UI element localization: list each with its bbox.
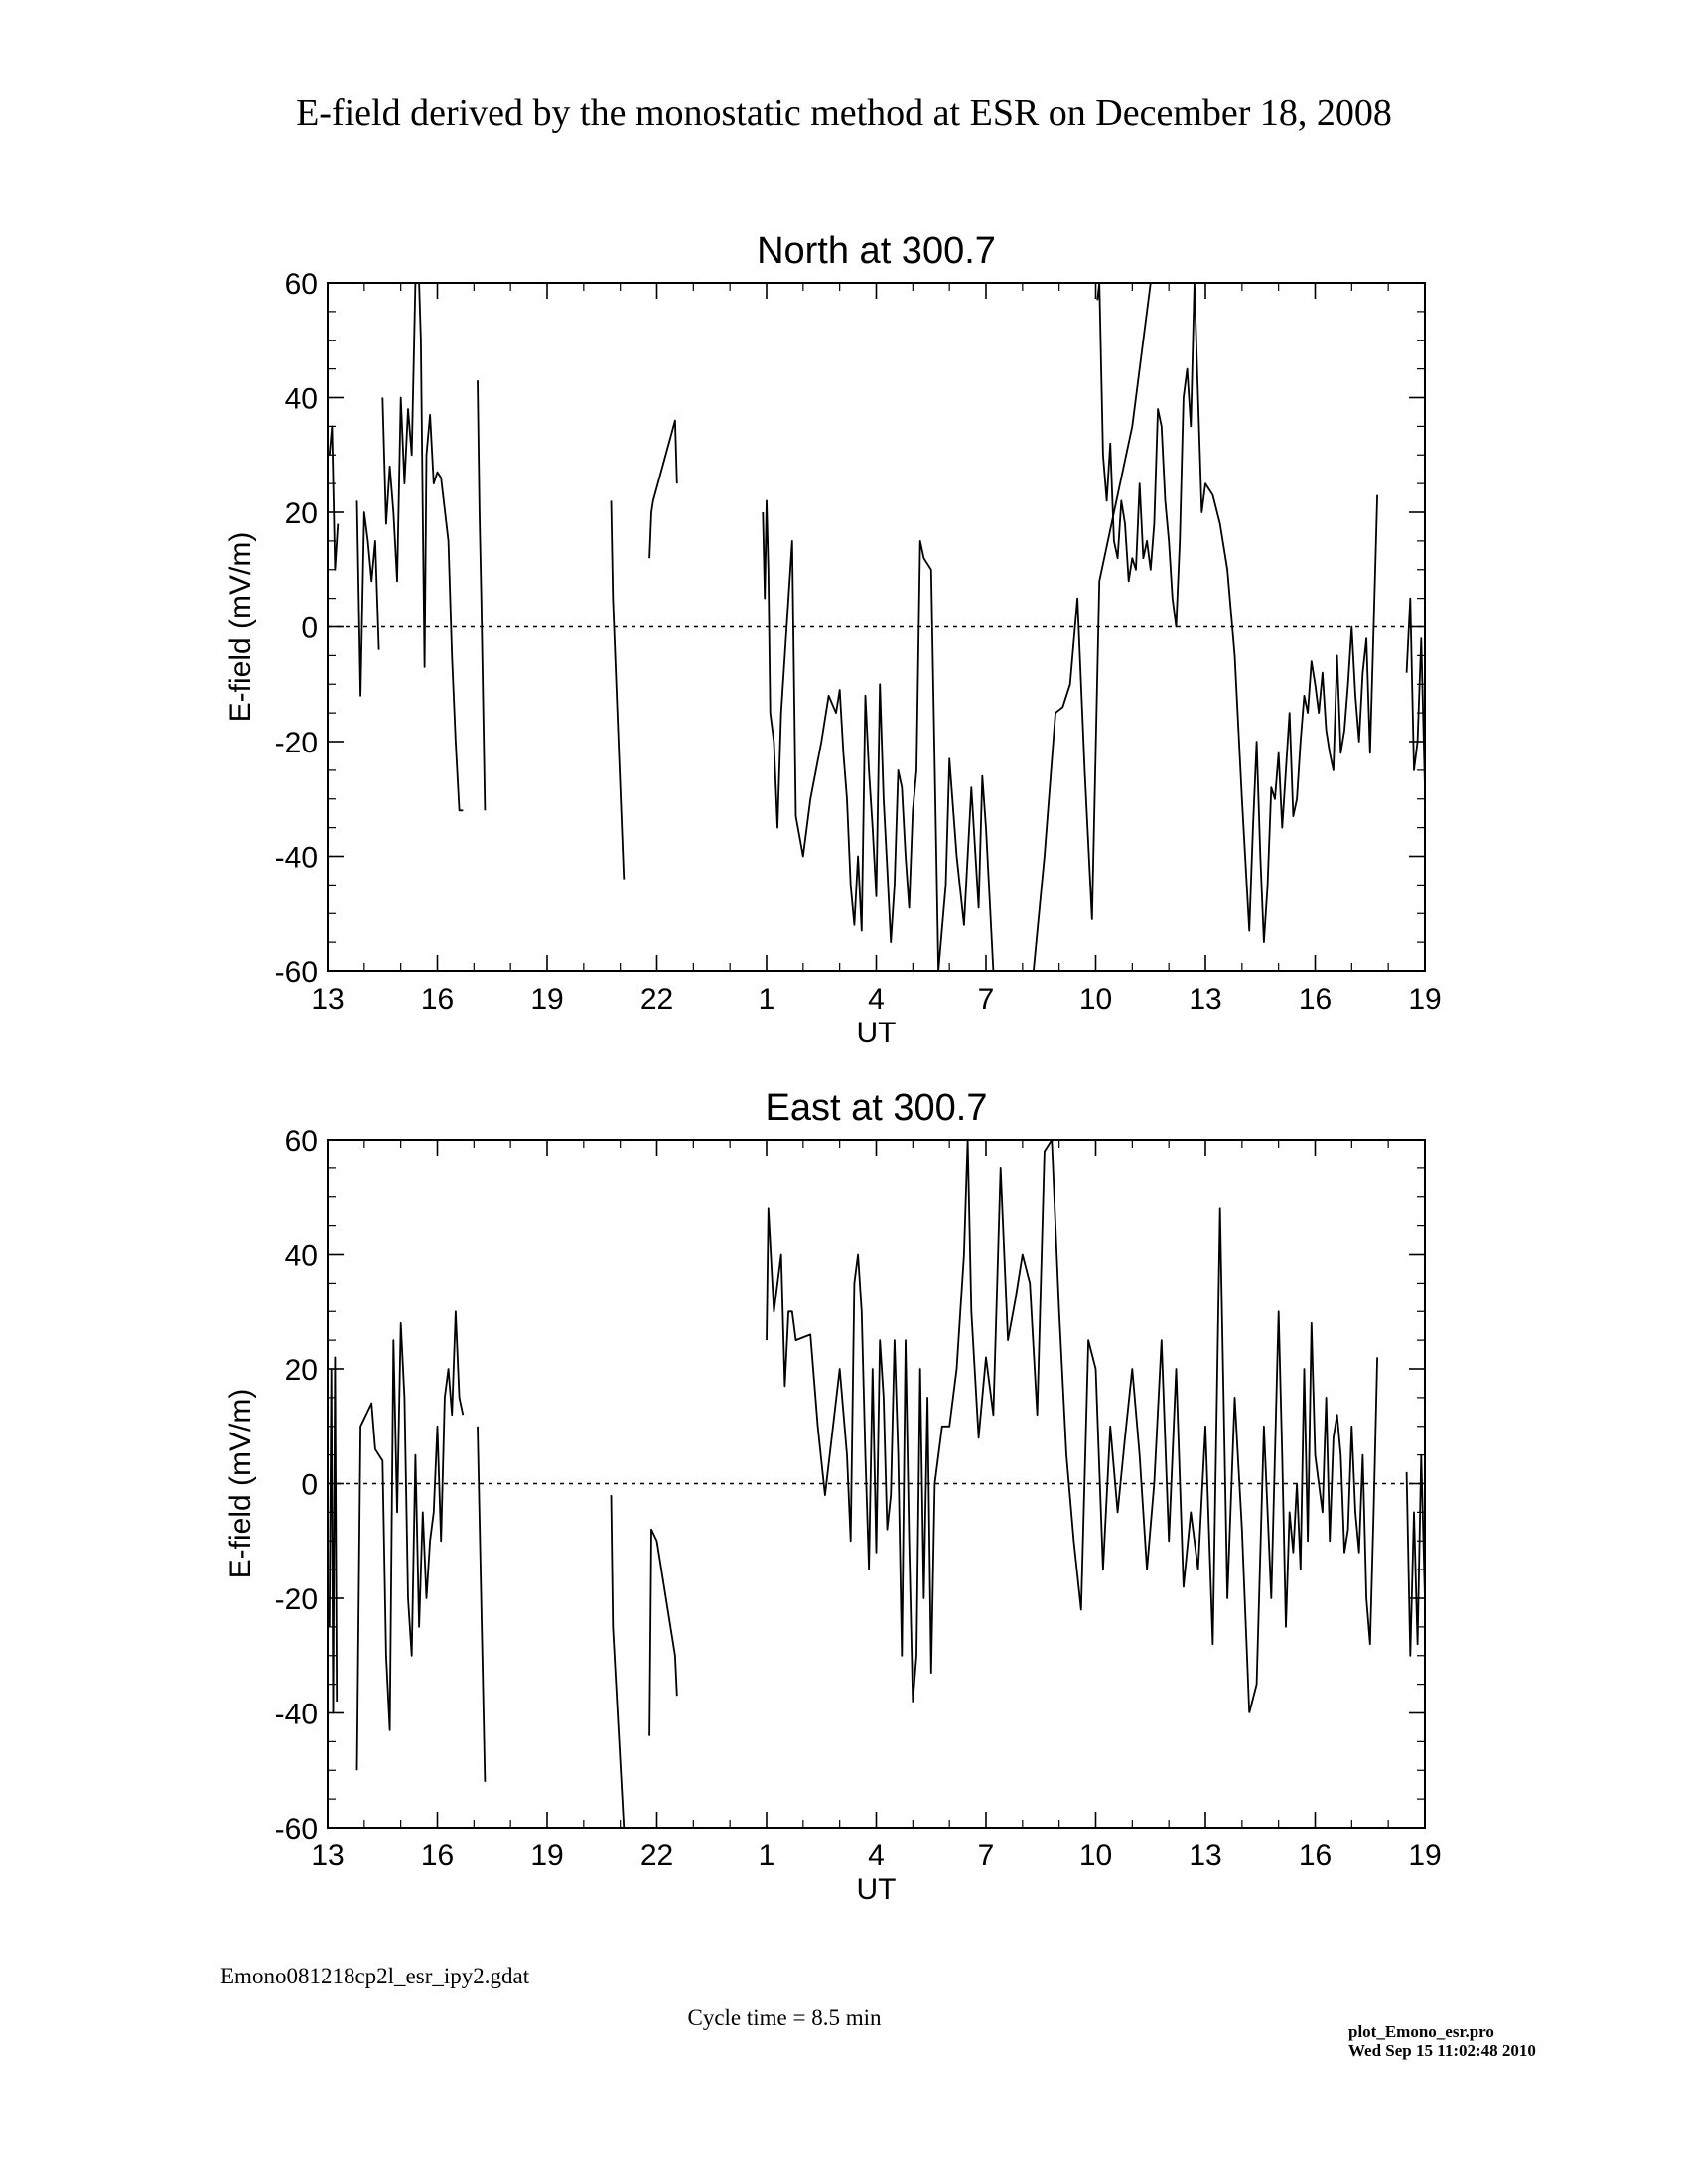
- north-y-tick-label: -20: [275, 727, 318, 759]
- north-x-tick-label: 4: [868, 983, 885, 1016]
- north-plot-frame: [327, 282, 1426, 972]
- east-x-tick-label: 16: [1299, 1840, 1332, 1872]
- east-efield-chart: East at 300.7 E-field (mV/m) UT 13 16 19 22 1 4 7…: [224, 1087, 1442, 1906]
- east-series-line-3: [477, 1426, 487, 1782]
- east-series-line-4: [610, 1495, 626, 1828]
- east-series-line-6: [766, 1140, 1251, 1713]
- north-x-tick-label: 1: [759, 983, 775, 1016]
- north-x-tick-label: 10: [1079, 983, 1112, 1016]
- east-series-line-2: [355, 1310, 465, 1771]
- east-y-tick-label: 20: [285, 1354, 318, 1387]
- north-efield-chart: North at 300.7 E-field (mV/m) UT 13 16 19 22 1 4…: [224, 230, 1442, 1049]
- east-y-tick-label: -20: [275, 1583, 318, 1616]
- east-x-tick-label: 22: [640, 1840, 673, 1872]
- north-series-line-3: [381, 283, 464, 812]
- north-series-line-5: [610, 500, 626, 880]
- timestamp-label: Wed Sep 15 11:02:48 2010: [1348, 2041, 1536, 2060]
- east-series-group: [328, 1140, 1425, 1828]
- east-x-tick-label: 19: [1408, 1840, 1441, 1872]
- east-series-line-5: [648, 1528, 678, 1736]
- east-chart-title: East at 300.7: [766, 1087, 988, 1129]
- north-x-tick-label: 16: [421, 983, 454, 1016]
- north-y-tick-label: 20: [285, 497, 318, 530]
- east-y-tick-label: 40: [285, 1240, 318, 1273]
- north-x-tick-label: 13: [1189, 983, 1221, 1016]
- north-series-line-6: [648, 419, 678, 559]
- north-series-line-2: [355, 500, 380, 697]
- north-chart-title: North at 300.7: [757, 230, 996, 272]
- east-series-line-7: [1248, 1310, 1378, 1713]
- east-x-tick-label: 10: [1079, 1840, 1112, 1872]
- north-series-line-4: [477, 380, 487, 811]
- east-x-tick-label: 13: [1189, 1840, 1221, 1872]
- north-y-axis-label: E-field (mV/m): [224, 532, 257, 723]
- north-series-line-9: [1405, 597, 1425, 788]
- north-x-tick-label: 13: [311, 983, 344, 1016]
- program-name-label: plot_Emono_esr.pro: [1348, 2022, 1494, 2041]
- north-x-tick-label: 16: [1299, 983, 1332, 1016]
- north-x-tick-label: 19: [1408, 983, 1441, 1016]
- east-y-tick-label: 60: [285, 1125, 318, 1158]
- east-y-axis-label: E-field (mV/m): [224, 1389, 257, 1579]
- east-y-tick-label: -60: [275, 1813, 318, 1845]
- north-x-tick-label: 22: [640, 983, 673, 1016]
- north-y-tick-label: 60: [285, 268, 318, 301]
- east-x-tick-label: 13: [311, 1840, 344, 1872]
- north-y-tick-label: 40: [285, 383, 318, 416]
- page-title: E-field derived by the monostatic method…: [296, 92, 1392, 134]
- east-plot-frame: [327, 1139, 1426, 1829]
- cycle-time-label: Cycle time = 8.5 min: [687, 2005, 882, 2030]
- east-series-line-8: [1405, 1453, 1425, 1657]
- east-y-tick-label: -40: [275, 1699, 318, 1731]
- east-x-tick-label: 1: [759, 1840, 775, 1872]
- east-y-tick-label: 0: [301, 1469, 318, 1502]
- east-x-tick-label: 4: [868, 1840, 885, 1872]
- north-y-tick-label: 0: [301, 613, 318, 645]
- east-x-tick-label: 19: [530, 1840, 563, 1872]
- north-x-axis-label: UT: [857, 1017, 897, 1049]
- north-x-tick-label: 7: [978, 983, 995, 1016]
- north-y-tick-label: -40: [275, 842, 318, 875]
- north-x-tick-label: 19: [530, 983, 563, 1016]
- north-series-line-1: [328, 425, 340, 571]
- data-file-label: Emono081218cp2l_esr_ipy2.gdat: [220, 1964, 530, 1988]
- north-series-line-7: [762, 283, 1152, 971]
- program-info: plot_Emono_esr.pro Wed Sep 15 11:02:48 2…: [1348, 2022, 1536, 2060]
- east-x-axis-label: UT: [857, 1873, 897, 1906]
- north-series-group: [328, 283, 1425, 971]
- north-series-line-8: [1096, 283, 1378, 943]
- east-x-tick-label: 7: [978, 1840, 995, 1872]
- north-y-tick-label: -60: [275, 956, 318, 989]
- east-series-line-1: [328, 1356, 339, 1714]
- east-x-tick-label: 16: [421, 1840, 454, 1872]
